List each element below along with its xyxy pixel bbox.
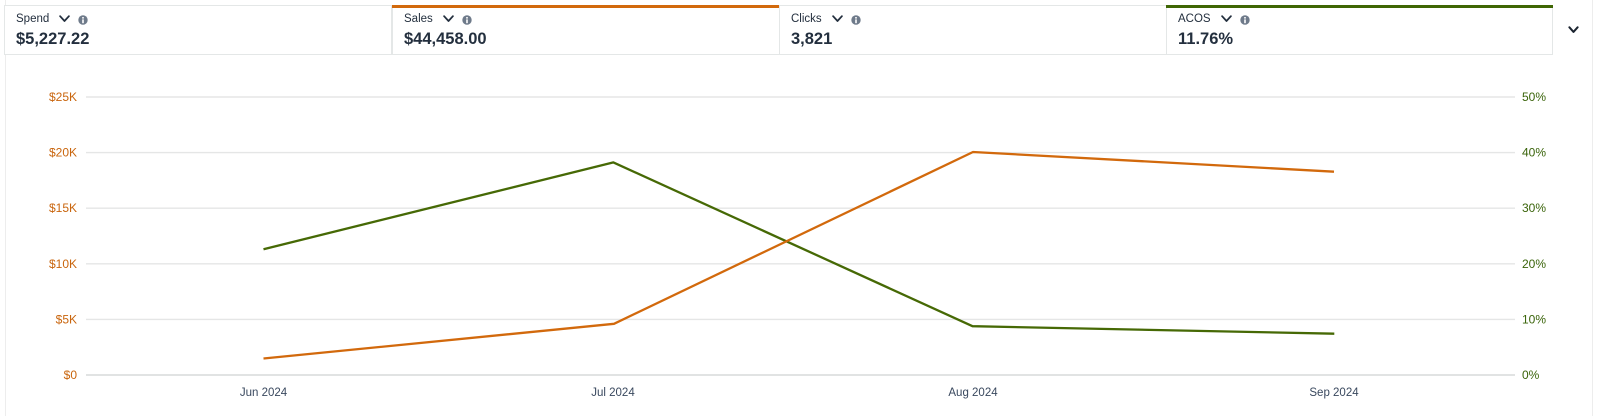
svg-text:Jun 2024: Jun 2024 — [240, 387, 288, 399]
svg-text:$0: $0 — [64, 368, 78, 382]
svg-text:40%: 40% — [1522, 146, 1546, 160]
svg-text:$5K: $5K — [56, 312, 77, 326]
svg-text:30%: 30% — [1522, 201, 1546, 215]
svg-text:Sep 2024: Sep 2024 — [1309, 387, 1359, 399]
svg-text:Aug 2024: Aug 2024 — [948, 387, 998, 399]
svg-text:$10K: $10K — [49, 257, 77, 271]
svg-text:$25K: $25K — [49, 90, 77, 104]
svg-text:$15K: $15K — [49, 201, 77, 215]
svg-text:50%: 50% — [1522, 90, 1546, 104]
svg-text:Jul 2024: Jul 2024 — [591, 387, 635, 399]
svg-text:10%: 10% — [1522, 312, 1546, 326]
svg-text:0%: 0% — [1522, 368, 1540, 382]
svg-text:$20K: $20K — [49, 146, 77, 160]
svg-text:20%: 20% — [1522, 257, 1546, 271]
